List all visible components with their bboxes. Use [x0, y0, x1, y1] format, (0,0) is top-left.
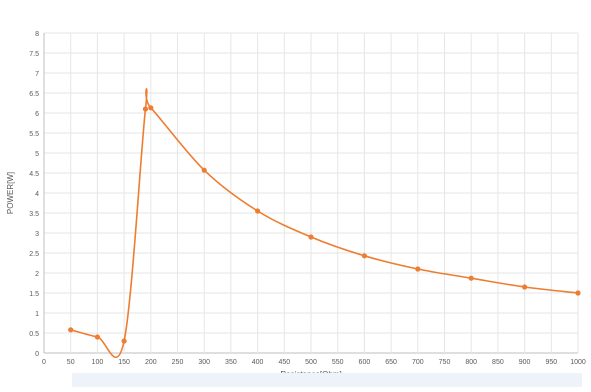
x-tick-label: 150 — [118, 359, 130, 366]
y-tick-label: 2.5 — [29, 251, 39, 258]
y-tick-label: 5.5 — [29, 131, 39, 138]
y-axis-label: POWER[W] — [6, 172, 15, 214]
x-tick-label: 250 — [172, 359, 184, 366]
data-point — [148, 105, 154, 111]
data-point — [575, 290, 581, 296]
x-tick-label: 50 — [67, 359, 75, 366]
y-tick-label: 3.5 — [29, 211, 39, 218]
y-tick-label: 8 — [35, 31, 39, 38]
series-layer — [68, 88, 581, 359]
x-tick-label: 450 — [278, 359, 290, 366]
data-point — [142, 106, 149, 112]
data-point — [468, 275, 474, 281]
y-tick-label: 4.5 — [29, 171, 39, 178]
series-line — [70, 88, 579, 359]
y-tick-label: 0.5 — [29, 331, 39, 338]
x-tick-label: 800 — [465, 359, 477, 366]
y-tick-label: 2 — [35, 271, 39, 278]
y-tick-label: 0 — [35, 351, 39, 358]
x-tick-label: 600 — [359, 359, 371, 366]
bottom-band — [72, 373, 582, 387]
x-tick-label: 0 — [42, 359, 46, 366]
x-tick-label: 350 — [225, 359, 237, 366]
x-tick-label: 400 — [252, 359, 264, 366]
data-point — [308, 234, 314, 240]
x-tick-label: 850 — [492, 359, 504, 366]
x-tick-label: 550 — [332, 359, 344, 366]
x-tick-label: 300 — [198, 359, 210, 366]
data-point — [361, 253, 367, 259]
data-point — [255, 208, 261, 214]
y-tick-label: 1 — [35, 311, 39, 318]
y-tick-label: 1.5 — [29, 291, 39, 298]
x-tick-label: 750 — [439, 359, 451, 366]
data-point — [415, 266, 421, 272]
x-tick-label: 900 — [519, 359, 531, 366]
y-tick-labels: 0 0.5 1 1.5 2 2.5 3 3.5 4 4.5 5 5.5 6 6.5 7 7.5 8 — [29, 31, 39, 358]
y-tick-label: 3 — [35, 231, 39, 238]
x-tick-label: 100 — [92, 359, 104, 366]
x-tick-label: 650 — [385, 359, 397, 366]
y-tick-label: 5 — [35, 151, 39, 158]
grid-lines — [43, 32, 579, 354]
x-tick-label: 500 — [305, 359, 317, 366]
data-point — [121, 338, 127, 344]
y-tick-label: 6.5 — [29, 91, 39, 98]
y-tick-label: 7 — [35, 71, 39, 78]
y-tick-label: 7.5 — [29, 51, 39, 58]
x-tick-label: 700 — [412, 359, 424, 366]
data-point — [94, 334, 100, 340]
x-tick-labels: 0 50 100 150 200 250 300 350 400 450 500 550 600 650 7… — [42, 359, 586, 366]
data-point — [201, 167, 207, 173]
data-point — [68, 327, 74, 333]
x-tick-label: 200 — [145, 359, 157, 366]
x-tick-label: 950 — [545, 359, 557, 366]
data-point — [522, 284, 528, 290]
x-tick-label: 1000 — [570, 359, 586, 366]
y-tick-label: 6 — [35, 111, 39, 118]
y-tick-label: 4 — [35, 191, 39, 198]
